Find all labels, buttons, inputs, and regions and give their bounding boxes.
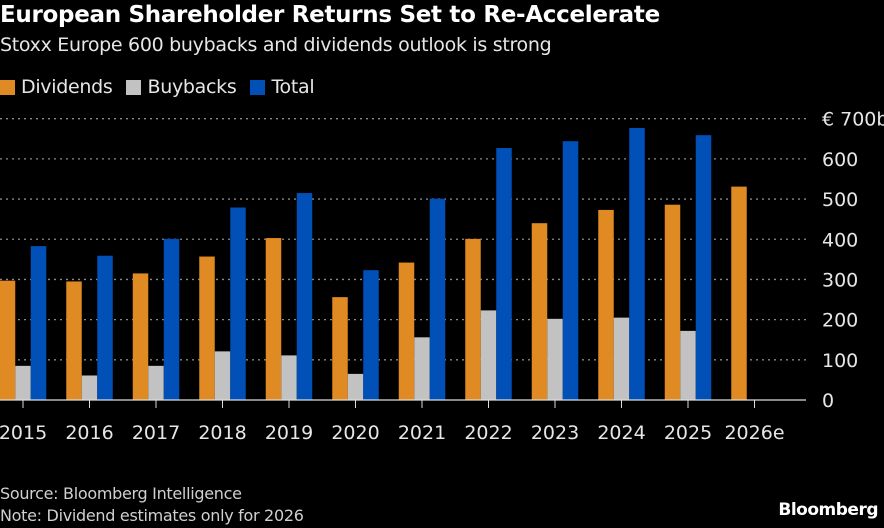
bar-dividends bbox=[199, 256, 215, 400]
legend-label: Dividends bbox=[21, 76, 113, 98]
bar-total bbox=[363, 270, 379, 400]
legend-swatch-dividends bbox=[0, 79, 15, 95]
x-tick-label: 2020 bbox=[331, 422, 379, 444]
x-tick-label: 2015 bbox=[0, 422, 47, 444]
legend-item-buybacks: Buybacks bbox=[126, 76, 237, 98]
bar-total bbox=[163, 238, 180, 400]
y-tick-label: 200 bbox=[822, 310, 858, 332]
bar-buybacks bbox=[613, 317, 630, 400]
legend-item-dividends: Dividends bbox=[0, 76, 113, 98]
bar-buybacks bbox=[347, 373, 364, 400]
bar-dividends bbox=[664, 204, 681, 400]
footnote: Note: Dividend estimates only for 2026 bbox=[0, 506, 304, 525]
bar-buybacks bbox=[15, 365, 31, 400]
bar-dividends bbox=[332, 297, 348, 400]
x-tick-label: 2025 bbox=[664, 422, 712, 444]
y-tick-label: 0 bbox=[822, 390, 834, 412]
y-tick-label: 500 bbox=[822, 189, 858, 211]
x-tick-label: 2023 bbox=[531, 422, 579, 444]
legend-swatch-total bbox=[250, 79, 266, 95]
bar-dividends bbox=[531, 223, 548, 400]
x-tick-label: 2018 bbox=[198, 422, 246, 444]
legend-label: Total bbox=[271, 76, 315, 98]
source-note: Source: Bloomberg Intelligence bbox=[0, 484, 242, 503]
x-tick-label: 2022 bbox=[464, 422, 512, 444]
x-tick-label: 2016 bbox=[65, 422, 113, 444]
y-tick-label: 600 bbox=[822, 149, 858, 171]
bar-buybacks bbox=[281, 355, 297, 400]
bar-dividends bbox=[398, 262, 415, 400]
bar-total bbox=[562, 141, 579, 401]
x-tick-label: 2026e bbox=[724, 422, 784, 444]
x-tick-label: 2021 bbox=[398, 422, 446, 444]
legend-swatch-buybacks bbox=[126, 79, 142, 95]
x-tick-label: 2017 bbox=[132, 422, 180, 444]
x-tick-label: 2024 bbox=[597, 422, 645, 444]
y-tick-label: 400 bbox=[822, 229, 858, 251]
bar-dividends bbox=[598, 209, 614, 400]
bar-total bbox=[97, 255, 113, 400]
bar-buybacks bbox=[547, 318, 563, 400]
bar-total bbox=[496, 148, 512, 400]
bar-total bbox=[230, 207, 246, 400]
bar-buybacks bbox=[214, 351, 231, 400]
bar-dividends bbox=[465, 238, 481, 400]
bloomberg-logo: Bloomberg bbox=[778, 500, 878, 520]
bar-total bbox=[429, 198, 446, 400]
bar-buybacks bbox=[480, 310, 497, 400]
legend: Dividends Buybacks Total bbox=[0, 76, 315, 98]
legend-item-total: Total bbox=[250, 76, 315, 98]
bar-buybacks bbox=[148, 365, 164, 400]
y-tick-label: 300 bbox=[822, 269, 858, 291]
bar-total bbox=[695, 135, 712, 400]
bar-total bbox=[296, 193, 313, 400]
bar-dividends bbox=[66, 281, 82, 400]
bar-total bbox=[629, 127, 645, 400]
bar-dividends bbox=[265, 238, 282, 400]
bar-buybacks bbox=[414, 337, 430, 400]
bar-total bbox=[30, 246, 47, 400]
chart-title: European Shareholder Returns Set to Re-A… bbox=[0, 2, 660, 28]
bar-buybacks bbox=[81, 375, 98, 400]
y-tick-label: 100 bbox=[822, 350, 858, 372]
bar-dividends bbox=[0, 280, 16, 400]
y-tick-label: € 700b bbox=[822, 109, 884, 131]
chart-subtitle: Stoxx Europe 600 buybacks and dividends … bbox=[0, 34, 552, 56]
bar-dividends bbox=[731, 186, 747, 400]
x-tick-label: 2019 bbox=[265, 422, 313, 444]
bar-dividends bbox=[132, 273, 149, 400]
legend-label: Buybacks bbox=[147, 76, 237, 98]
bar-buybacks bbox=[680, 330, 696, 400]
